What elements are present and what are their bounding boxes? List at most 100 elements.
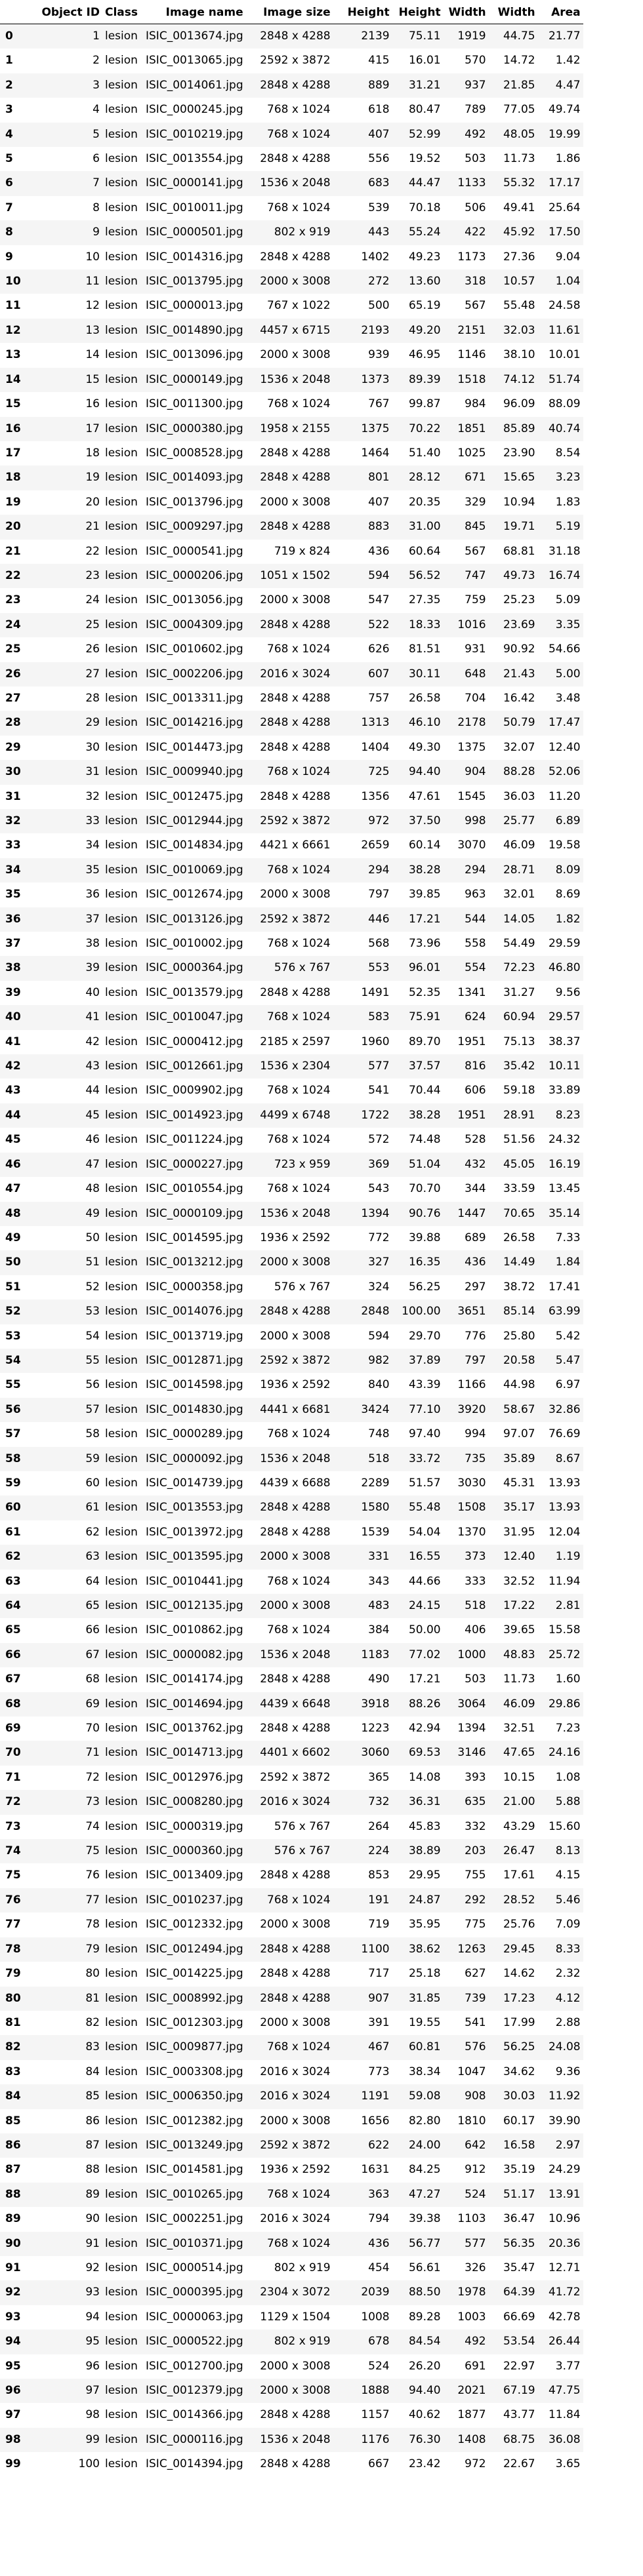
- object-id-cell: 19: [85, 471, 100, 485]
- width-pct-cell: 60.94: [503, 1010, 535, 1024]
- image-name-cell: ISIC_0014713.jpg: [146, 1746, 243, 1760]
- object-id-cell: 97: [85, 2384, 100, 2397]
- image-size-cell: 576 x 767: [274, 961, 331, 975]
- width-pct-cell: 21.85: [503, 78, 535, 92]
- width-px-cell: 984: [465, 397, 486, 411]
- table-row: 74 75 lesion ISIC_0000360.jpg 576 x 767 224 38…: [0, 1839, 583, 1864]
- object-id-cell: 12: [85, 299, 100, 313]
- table-row: 29 30 lesion ISIC_0014473.jpg 2848 x 4288 140…: [0, 736, 583, 760]
- height-pct-header: Height: [392, 1, 444, 24]
- area-cell: 1.60: [555, 1673, 581, 1686]
- height-px-cell: 543: [368, 1182, 390, 1196]
- image-size-header: Image size: [245, 1, 333, 24]
- object-id-cell: 60: [85, 1476, 100, 1490]
- class-cell: lesion: [105, 1746, 138, 1760]
- table-header: Object ID Class Image name Image size Height…: [0, 1, 583, 24]
- area-cell: 2.81: [555, 1599, 581, 1612]
- image-size-cell: 2592 x 3872: [260, 1353, 331, 1367]
- height-pct-cell: 49.30: [408, 740, 441, 754]
- object-id-cell: 32: [85, 789, 100, 803]
- row-index: 54: [5, 1353, 21, 1367]
- height-px-cell: 327: [368, 1256, 390, 1269]
- object-id-cell: 36: [85, 888, 100, 902]
- row-index: 73: [5, 1819, 21, 1833]
- row-index: 60: [5, 1501, 21, 1515]
- area-cell: 5.09: [555, 593, 581, 607]
- height-pct-cell: 23.42: [408, 2457, 441, 2471]
- row-index: 75: [5, 1869, 21, 1882]
- height-px-cell: 524: [368, 2359, 390, 2373]
- height-pct-cell: 88.50: [408, 2286, 441, 2299]
- height-px-cell: 384: [368, 1623, 390, 1637]
- width-px-cell: 541: [465, 2015, 486, 2029]
- width-px-cell: 3651: [457, 1305, 486, 1318]
- table-row: 35 36 lesion ISIC_0012674.jpg 2000 x 3008 797…: [0, 882, 583, 907]
- table-row: 88 89 lesion ISIC_0010265.jpg 768 x 1024 363 4…: [0, 2182, 583, 2208]
- width-px-cell: 735: [465, 1452, 486, 1465]
- area-cell: 88.09: [548, 397, 581, 411]
- row-index: 0: [5, 30, 13, 43]
- object-id-cell: 74: [85, 1819, 100, 1833]
- width-px-cell: 1919: [457, 30, 486, 43]
- table-row: 83 84 lesion ISIC_0003308.jpg 2016 x 3024 773…: [0, 2060, 583, 2084]
- image-size-cell: 2016 x 3024: [260, 667, 331, 681]
- image-size-cell: 2848 x 4288: [260, 716, 331, 730]
- area-cell: 19.99: [548, 127, 581, 141]
- height-pct-cell: 47.27: [408, 2187, 441, 2201]
- width-pct-cell: 32.01: [503, 888, 535, 902]
- image-name-cell: ISIC_0014581.jpg: [146, 2163, 243, 2177]
- area-cell: 3.65: [555, 2457, 581, 2471]
- height-px-cell: 889: [368, 78, 390, 92]
- class-cell: lesion: [105, 1353, 138, 1367]
- table-row: 23 24 lesion ISIC_0013056.jpg 2000 x 3008 547…: [0, 588, 583, 612]
- height-px-cell: 678: [368, 2335, 390, 2348]
- class-cell: lesion: [105, 691, 138, 705]
- width-px-cell: 1003: [457, 2310, 486, 2324]
- row-index: 85: [5, 2114, 21, 2128]
- table-row: 33 34 lesion ISIC_0014834.jpg 4421 x 6661 265…: [0, 833, 583, 858]
- class-cell: lesion: [105, 1060, 138, 1073]
- class-cell: lesion: [105, 2408, 138, 2422]
- area-cell: 8.23: [555, 1108, 581, 1122]
- image-size-cell: 768 x 1024: [267, 1893, 331, 1907]
- object-id-cell: 49: [85, 1206, 100, 1220]
- class-cell: lesion: [105, 1991, 138, 2005]
- row-index: 2: [5, 78, 13, 92]
- class-cell: lesion: [105, 2163, 138, 2177]
- height-px-cell: 577: [368, 1060, 390, 1073]
- image-size-cell: 768 x 1024: [267, 1182, 331, 1196]
- area-cell: 11.84: [548, 2408, 581, 2422]
- table-row: 95 96 lesion ISIC_0012700.jpg 2000 x 3008 524…: [0, 2354, 583, 2379]
- index-header: [0, 1, 34, 24]
- height-pct-cell: 17.21: [408, 912, 441, 926]
- width-pct-cell: 38.10: [503, 348, 535, 362]
- height-pct-cell: 20.35: [408, 495, 441, 509]
- class-cell: lesion: [105, 1402, 138, 1416]
- object-id-cell: 44: [85, 1084, 100, 1098]
- height-pct-cell: 70.22: [408, 422, 441, 435]
- image-size-cell: 768 x 1024: [267, 127, 331, 141]
- object-id-cell: 99: [85, 2432, 100, 2446]
- image-name-cell: ISIC_0012661.jpg: [146, 1060, 243, 1073]
- width-pct-cell: 50.79: [503, 716, 535, 730]
- table-row: 16 17 lesion ISIC_0000380.jpg 1958 x 2155 137…: [0, 416, 583, 441]
- height-pct-cell: 89.28: [408, 2310, 441, 2324]
- width-pct-cell: 31.95: [503, 1525, 535, 1539]
- width-pct-cell: 53.54: [503, 2335, 535, 2348]
- height-pct-cell: 45.83: [408, 1819, 441, 1833]
- class-cell: lesion: [105, 2432, 138, 2446]
- object-id-cell: 77: [85, 1893, 100, 1907]
- table-row: 19 20 lesion ISIC_0013796.jpg 2000 x 3008 407…: [0, 490, 583, 515]
- image-size-cell: 2304 x 3072: [260, 2286, 331, 2299]
- area-cell: 24.16: [548, 1746, 581, 1760]
- height-pct-cell: 39.85: [408, 888, 441, 902]
- object-id-cell: 62: [85, 1525, 100, 1539]
- table-row: 12 13 lesion ISIC_0014890.jpg 4457 x 6715 219…: [0, 318, 583, 344]
- image-size-cell: 2848 x 4288: [260, 2408, 331, 2422]
- image-name-cell: ISIC_0000395.jpg: [146, 2286, 243, 2299]
- object-id-cell: 72: [85, 1770, 100, 1784]
- class-cell: lesion: [105, 226, 138, 239]
- image-size-cell: 2848 x 4288: [260, 1869, 331, 1882]
- image-size-cell: 2848 x 4288: [260, 1673, 331, 1686]
- area-cell: 29.59: [548, 937, 581, 951]
